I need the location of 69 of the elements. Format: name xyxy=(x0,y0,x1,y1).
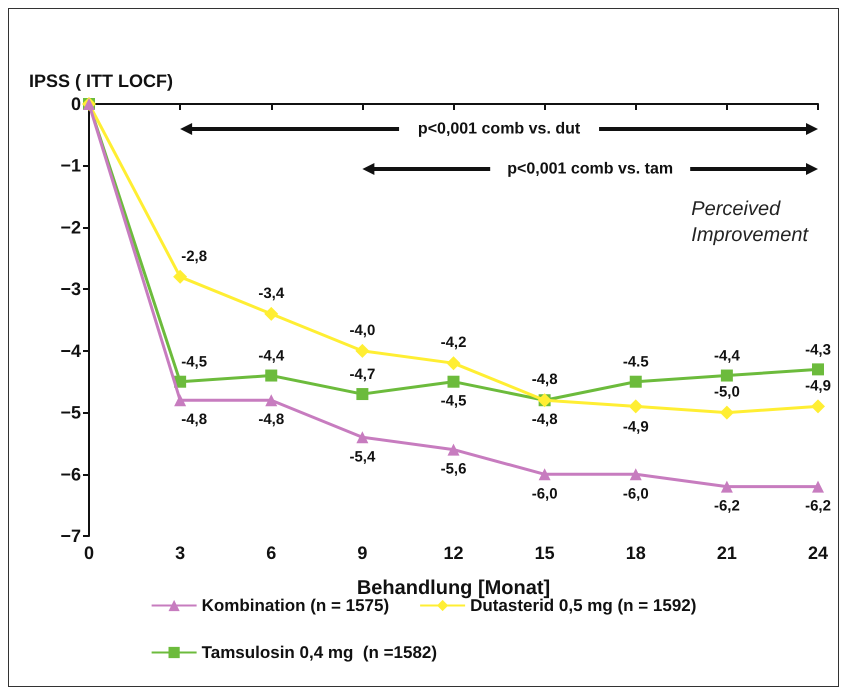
x-tick-label: 0 xyxy=(84,543,94,563)
y-tick-label: −6 xyxy=(60,464,81,484)
data-label: -4,8 xyxy=(181,411,208,428)
y-axis-title: IPSS ( ITT LOCF) xyxy=(29,71,173,91)
data-label: -4,7 xyxy=(349,366,376,384)
data-label: -4,8 xyxy=(532,411,558,428)
point xyxy=(720,480,733,493)
point xyxy=(538,468,551,480)
y-tick-label: −2 xyxy=(60,217,81,238)
legend-label: Kombination (n = 1575) xyxy=(202,596,390,615)
data-label: -6,0 xyxy=(532,485,558,502)
x-tick-label: 18 xyxy=(626,543,646,563)
point xyxy=(720,406,734,420)
data-label: -4,5 xyxy=(440,392,466,410)
data-label: -4,8 xyxy=(258,411,284,428)
x-tick-label: 24 xyxy=(808,543,828,563)
x-tick-label: 9 xyxy=(357,543,368,563)
y-tick-label: 0 xyxy=(70,94,81,114)
point xyxy=(628,399,643,414)
point xyxy=(264,306,278,321)
y-tick-label: −1 xyxy=(60,156,81,176)
x-tick-label: 15 xyxy=(534,543,555,563)
point xyxy=(812,363,824,376)
point xyxy=(356,388,368,400)
point xyxy=(448,444,460,456)
point xyxy=(265,370,278,382)
data-label: -4,2 xyxy=(440,334,466,352)
point xyxy=(811,399,825,414)
y-tick-label: −3 xyxy=(60,279,81,300)
x-tick-label: 21 xyxy=(716,543,737,563)
x-tick-label: 12 xyxy=(443,543,464,563)
data-label: -5,6 xyxy=(440,460,466,478)
data-label: -5,0 xyxy=(714,384,740,401)
point xyxy=(630,376,642,388)
data-label: -4,9 xyxy=(805,377,831,394)
data-label: -4.5 xyxy=(622,354,649,371)
data-label: -6,2 xyxy=(714,498,740,515)
y-tick-label: −5 xyxy=(60,402,81,423)
point xyxy=(446,356,460,370)
point xyxy=(174,394,186,406)
data-label: -5,4 xyxy=(349,448,376,466)
annotation: Perceived Improvement xyxy=(691,198,810,246)
point xyxy=(720,370,733,382)
y-tick-label: −7 xyxy=(60,526,81,546)
point xyxy=(265,394,278,406)
data-label: -4,9 xyxy=(622,418,649,436)
annotation: p<0,001 comb vs. dut xyxy=(418,120,581,138)
point xyxy=(812,480,824,493)
x-tick-label: 3 xyxy=(175,543,186,563)
data-label: -4,8 xyxy=(532,371,558,388)
point xyxy=(173,270,188,284)
data-label: -4,0 xyxy=(349,322,376,339)
point xyxy=(630,468,642,480)
annotation: p<0,001 comb vs. tam xyxy=(507,160,674,178)
data-label: -2,8 xyxy=(181,248,208,265)
x-axis-title: Behandlung [Monat] xyxy=(356,577,550,599)
point xyxy=(356,431,368,444)
data-label: -6,2 xyxy=(805,498,831,515)
point xyxy=(448,376,460,388)
data-label: -4,4 xyxy=(714,348,740,365)
data-label: -4,3 xyxy=(805,341,831,358)
data-label: -6,0 xyxy=(622,485,649,502)
data-label: -4,5 xyxy=(181,354,208,371)
data-label: -3,4 xyxy=(258,284,285,302)
data-label: -4,4 xyxy=(258,348,285,365)
point xyxy=(355,344,370,358)
legend-label: Tamsulosin 0,4 mg (n =1582) xyxy=(202,643,438,662)
y-tick-label: −4 xyxy=(60,340,81,361)
x-tick-label: 6 xyxy=(266,543,276,563)
